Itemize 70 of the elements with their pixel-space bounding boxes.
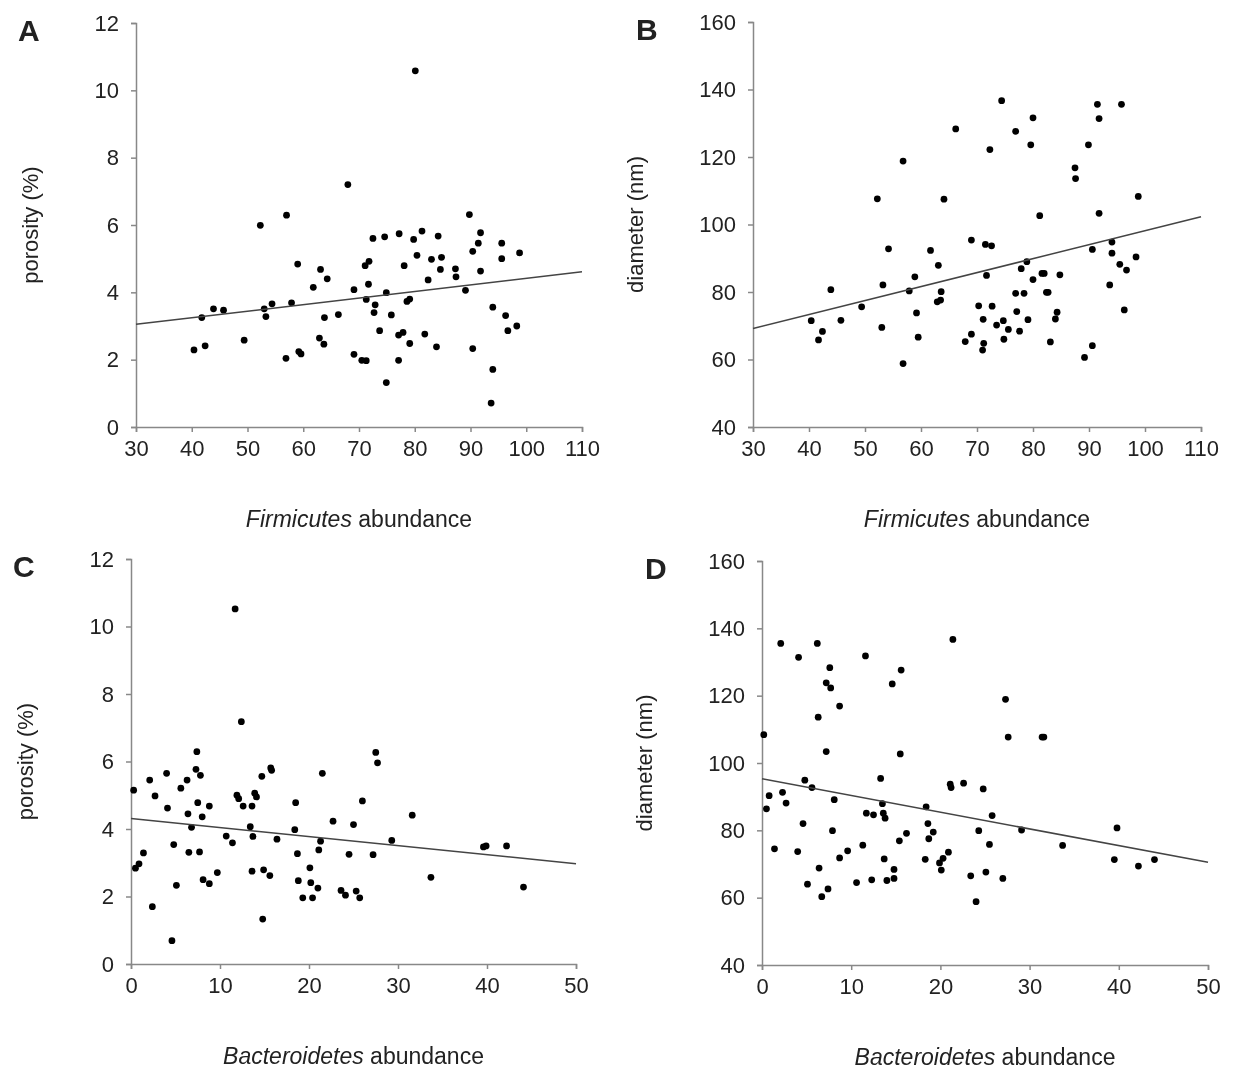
x-tick-label: 100 xyxy=(508,435,546,461)
x-tick-label: 110 xyxy=(1183,435,1220,461)
y-tick-label: 120 xyxy=(699,144,736,170)
y-tick-label: 12 xyxy=(89,546,114,572)
x-axis-title: Firmicutes abundance xyxy=(863,506,1091,532)
x-tick-label: 60 xyxy=(291,435,316,461)
chart-title: B xyxy=(636,13,658,46)
chart-title: C xyxy=(13,550,35,583)
y-tick-label: 60 xyxy=(720,885,745,911)
x-tick-label: 70 xyxy=(347,435,372,461)
x-tick-label: 40 xyxy=(797,435,822,461)
y-tick-label: 10 xyxy=(89,614,114,640)
x-tick-label: 0 xyxy=(756,973,769,999)
x-tick-label: 30 xyxy=(124,435,149,461)
y-axis-title: porosity (%) xyxy=(18,166,43,284)
x-axis-title: Bacteroidetes abundance xyxy=(223,1043,484,1069)
y-tick-label: 6 xyxy=(101,749,114,775)
y-tick-label: 40 xyxy=(720,952,745,978)
x-tick-label: 80 xyxy=(1021,435,1046,461)
y-tick-label: 140 xyxy=(708,615,745,641)
y-tick-label: 6 xyxy=(106,212,119,238)
y-tick-label: 10 xyxy=(94,77,119,103)
y-tick-label: 100 xyxy=(699,212,736,238)
y-tick-label: 4 xyxy=(101,816,114,842)
y-tick-label: 100 xyxy=(708,750,745,776)
y-tick-label: 2 xyxy=(106,347,119,373)
y-tick-label: 0 xyxy=(101,951,114,977)
y-tick-label: 160 xyxy=(708,548,745,574)
y-axis-title: diameter (nm) xyxy=(623,156,648,293)
y-tick-label: 120 xyxy=(708,683,745,709)
x-axis-title: Bacteroidetes abundance xyxy=(854,1044,1116,1070)
y-tick-label: 8 xyxy=(106,145,119,171)
x-tick-label: 20 xyxy=(928,973,954,999)
x-tick-label: 90 xyxy=(458,435,484,461)
y-tick-label: 0 xyxy=(106,414,119,440)
y-tick-label: 8 xyxy=(101,681,114,707)
chart-title: A xyxy=(18,14,40,47)
y-tick-label: 40 xyxy=(711,414,736,440)
x-tick-label: 40 xyxy=(1107,973,1132,999)
y-tick-label: 140 xyxy=(699,77,736,103)
x-tick-label: 20 xyxy=(297,972,322,998)
x-tick-label: 0 xyxy=(125,972,138,998)
x-tick-label: 40 xyxy=(180,435,205,461)
x-tick-label: 80 xyxy=(403,435,428,461)
y-tick-label: 160 xyxy=(699,9,736,35)
x-tick-label: 90 xyxy=(1077,435,1102,461)
x-tick-label: 60 xyxy=(909,435,934,461)
x-tick-label: 50 xyxy=(1196,973,1221,999)
x-axis-title: Firmicutes abundance xyxy=(245,506,473,532)
y-axis-title: diameter (nm) xyxy=(632,694,657,832)
x-tick-label: 70 xyxy=(965,435,990,461)
y-tick-label: 60 xyxy=(711,347,736,373)
x-tick-label: 50 xyxy=(235,435,261,461)
x-tick-label: 100 xyxy=(1127,435,1164,461)
y-tick-label: 12 xyxy=(94,10,119,36)
x-tick-label: 50 xyxy=(853,435,878,461)
y-tick-label: 4 xyxy=(106,279,119,305)
x-tick-label: 110 xyxy=(564,435,601,461)
y-tick-label: 2 xyxy=(101,884,114,910)
x-tick-label: 10 xyxy=(839,973,864,999)
y-axis-title: porosity (%) xyxy=(13,702,38,821)
x-tick-label: 30 xyxy=(386,972,411,998)
y-tick-label: 80 xyxy=(720,817,745,843)
x-tick-label: 30 xyxy=(1017,973,1043,999)
x-tick-label: 50 xyxy=(564,972,589,998)
x-tick-label: 40 xyxy=(475,972,500,998)
y-tick-label: 80 xyxy=(711,279,736,305)
x-tick-label: 30 xyxy=(741,435,766,461)
x-tick-label: 10 xyxy=(208,972,233,998)
chart-title: D xyxy=(645,552,667,585)
